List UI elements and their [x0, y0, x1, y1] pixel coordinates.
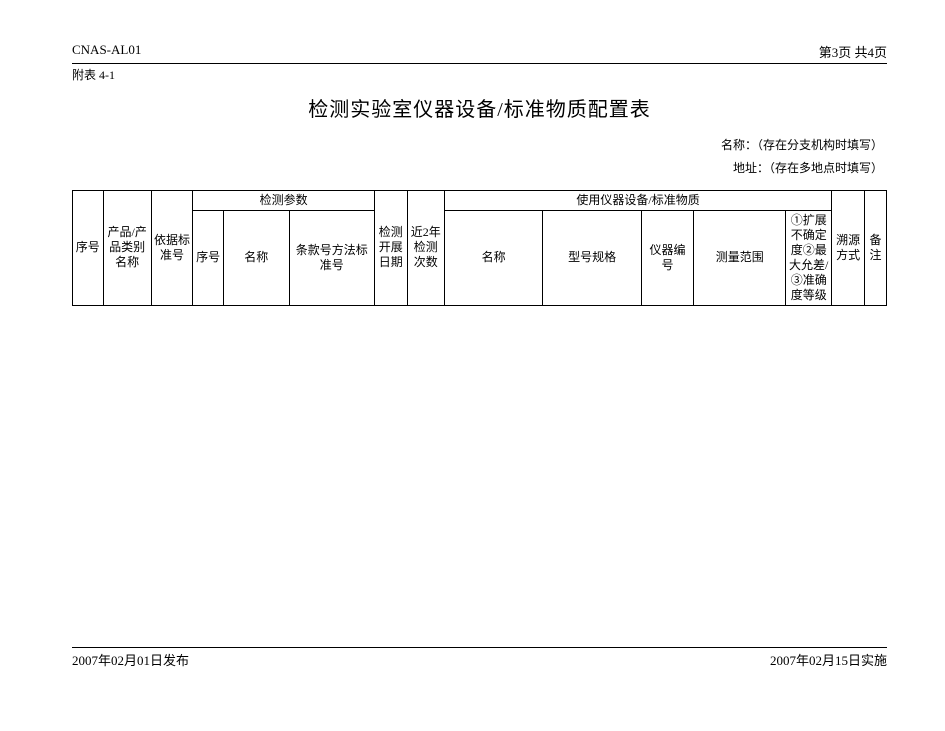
col-clause: 条款号方法标准号 [289, 210, 374, 305]
col-sub-seq: 序号 [193, 210, 224, 305]
doc-code: CNAS-AL01 [72, 42, 141, 61]
appendix-label: 附表 4-1 [72, 66, 887, 83]
col-eq-range: 测量范围 [694, 210, 786, 305]
col-name: 名称 [223, 210, 289, 305]
config-table: 序号 产品/产品类别名称 依据标准号 检测参数 检测开展日期 近2年检测次数 使… [72, 190, 887, 306]
footer-right: 2007年02月15日实施 [770, 650, 887, 669]
col-remark: 备注 [865, 190, 887, 305]
meta-addr-label: 地址： [733, 161, 769, 175]
col-eq-model: 型号规格 [543, 210, 641, 305]
meta-addr-hint: （存在多地点时填写） [769, 161, 883, 175]
meta-name-hint: （存在分支机构时填写） [757, 138, 883, 152]
col-product: 产品/产品类别名称 [103, 190, 151, 305]
col-seq: 序号 [73, 190, 104, 305]
footer-left: 2007年02月01日发布 [72, 650, 189, 669]
col-eq-name: 名称 [444, 210, 542, 305]
meta-name-label: 名称： [721, 138, 757, 152]
col-group-equipment: 使用仪器设备/标准物质 [444, 190, 831, 210]
col-recent-count: 近2年检测次数 [407, 190, 444, 305]
footer-row: 2007年02月01日发布 2007年02月15日实施 [72, 647, 887, 669]
col-standard-no: 依据标准号 [151, 190, 193, 305]
col-eq-uncertainty: ①扩展不确定度②最大允差/③准确度等级 [786, 210, 832, 305]
col-start-date: 检测开展日期 [374, 190, 407, 305]
meta-block: 名称：（存在分支机构时填写） 地址：（存在多地点时填写） [72, 134, 887, 180]
col-group-detect: 检测参数 [193, 190, 375, 210]
header-row: CNAS-AL01 第3页 共4页 [72, 42, 887, 64]
col-eq-no: 仪器编号 [641, 210, 694, 305]
page-title: 检测实验室仪器设备/标准物质配置表 [72, 93, 887, 122]
page-label: 第3页 共4页 [819, 42, 887, 61]
col-trace: 溯源方式 [832, 190, 865, 305]
